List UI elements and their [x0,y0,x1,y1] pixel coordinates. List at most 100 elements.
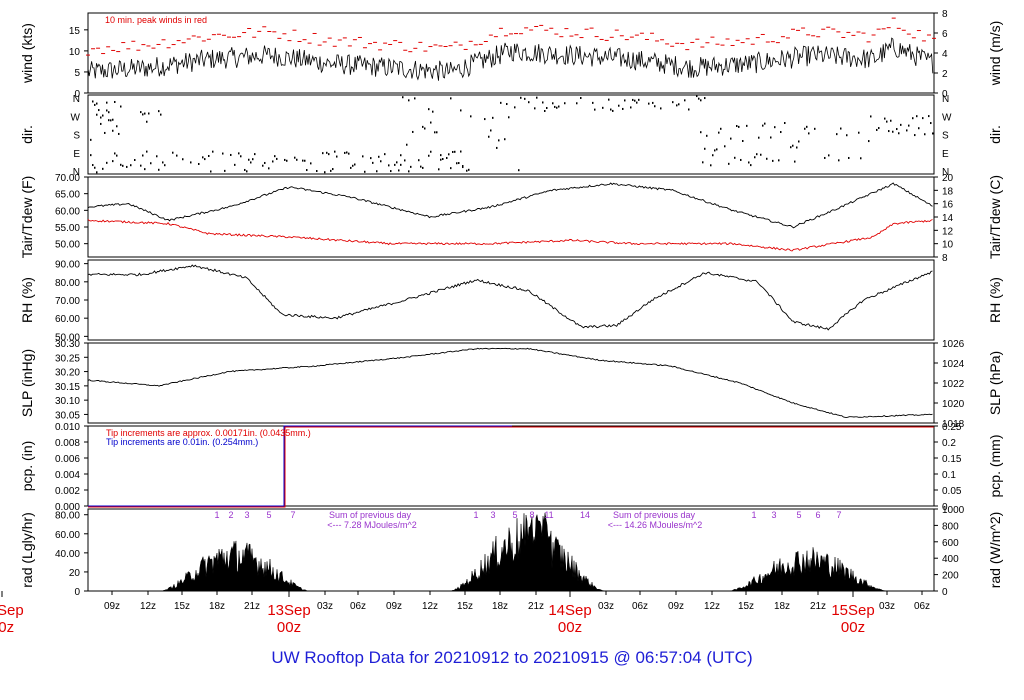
date-label: 12Sep [0,602,24,619]
y-tick-label: 50.00 [55,240,80,251]
dir-point [90,138,92,141]
y-tick-label: 65.00 [55,190,80,201]
x-tick-label: 21z [810,601,826,612]
dir-point [234,163,236,166]
dir-point [462,165,464,168]
y-tick-label: 0.000 [55,502,80,513]
dir-point [900,123,902,126]
x-tick-label: 03z [598,601,614,612]
dir-point [212,150,214,153]
dir-point [106,101,108,104]
y-tick-label-right: 0.15 [942,454,962,465]
dir-point [610,108,612,111]
x-tick-label: 21z [244,601,260,612]
dir-point [546,106,548,109]
x-tick-label: 18z [209,601,225,612]
dir-point [746,124,748,127]
dir-point [932,132,934,135]
panel-frame-dir [87,94,935,175]
dir-point [846,134,848,137]
dir-point [500,101,502,104]
dir-point [134,158,136,161]
dir-point [696,95,698,98]
dir-point [618,104,620,107]
dir-point [552,102,554,105]
dir-point [202,156,204,159]
pcp-red-line [88,426,934,508]
dir-point [254,153,256,156]
hour-label: 1 [214,510,219,520]
y-tick-label: 0.004 [55,470,80,481]
dir-point [422,166,424,169]
dir-point [396,161,398,164]
dir-point [130,164,132,167]
dir-point [114,152,116,155]
dir-point [564,102,566,105]
series-Tair [87,182,933,229]
dir-point [624,99,626,102]
dir-point [324,171,326,174]
dir-point [790,146,792,149]
dir-point [928,115,930,118]
y-tick-label: 70.00 [55,173,80,184]
y-axis-label-right: dir. [987,125,1003,144]
y-tick-label-right: 400 [942,554,959,565]
dir-point [430,121,432,124]
dir-point [362,155,364,158]
dir-point [370,157,372,160]
slp-series-line [87,347,933,419]
dir-point [594,108,596,111]
dir-point [326,151,328,154]
x-tick-label: 18z [774,601,790,612]
dir-point [304,159,306,162]
dir-point [654,105,656,108]
dir-point [456,162,458,165]
dir-point [150,162,152,165]
pcp-note-blue: Tip increments are 0.01in. (0.254mm.) [106,437,258,447]
date-label: 14Sep [548,602,591,619]
dir-point [408,99,410,102]
dir-point [446,156,448,159]
dir-point [402,96,404,99]
y-axis-label-right: rad (W/m^2) [987,512,1003,589]
dir-point [420,165,422,168]
dir-point [652,101,654,104]
dir-point [828,154,830,157]
dir-point [792,144,794,147]
dir-point [704,147,706,150]
dir-point [328,153,330,156]
dir-point [888,130,890,133]
dir-point [630,106,632,109]
y-tick-label: 0 [74,587,80,598]
dir-point [248,158,250,161]
y-tick-label: 20 [69,568,81,579]
dir-point [498,139,500,142]
dir-point [780,131,782,134]
dir-point [354,163,356,166]
date-label-hour: 00z [0,619,14,636]
y-tick-label-right: 0.1 [942,470,956,481]
y-tick-label-right: 800 [942,521,959,532]
dir-point [554,105,556,108]
dir-point [264,161,266,164]
dir-point [394,163,396,166]
dir-point [542,101,544,104]
y-axis-label-right: pcp. (mm) [987,435,1003,498]
hour-label: 3 [771,510,776,520]
dir-point [754,156,756,159]
hour-label: 8 [529,510,534,520]
hour-label: 6 [815,510,820,520]
dir-point [534,107,536,110]
dir-point [428,154,430,157]
dir-point [122,164,124,167]
dir-point [622,107,624,110]
dir-point [146,120,148,123]
dir-point [798,140,800,143]
y-axis-label-right: Tair/Tdew (C) [987,175,1003,259]
y-tick-label: 0.006 [55,454,80,465]
y-tick-label-right: 4 [942,49,948,60]
y-axis-label: Tair/Tdew (F) [19,176,35,258]
dir-tick-label-right: S [942,131,949,142]
dir-point [96,113,98,116]
hour-label: 11 [544,510,553,520]
